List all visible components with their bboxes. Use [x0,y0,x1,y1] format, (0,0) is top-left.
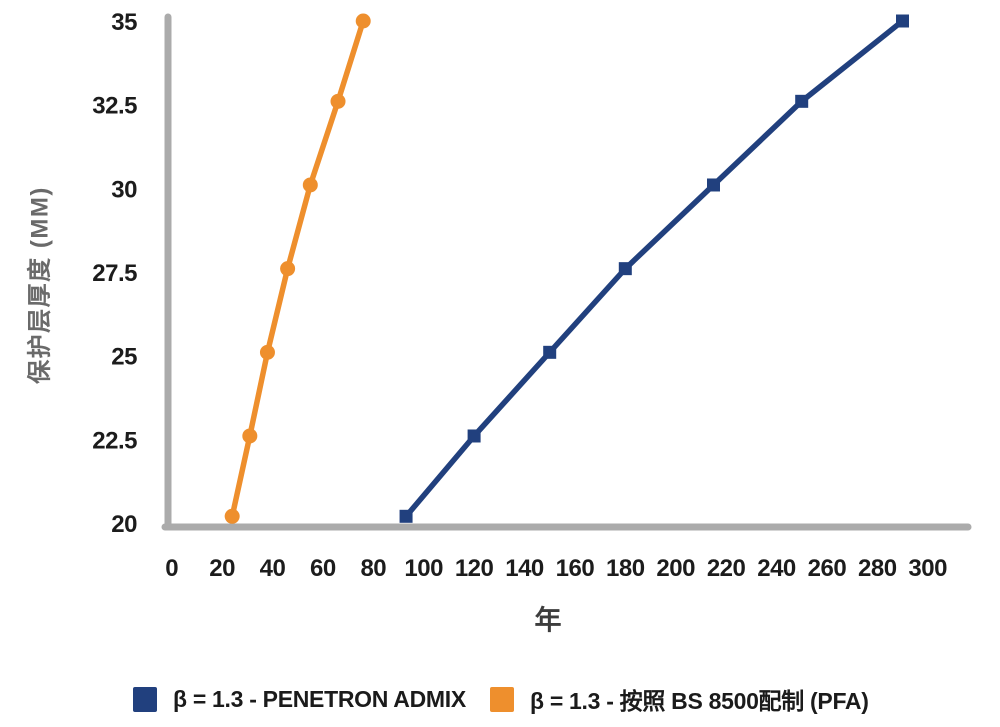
svg-text:60: 60 [310,555,336,582]
svg-text:180: 180 [606,555,645,582]
svg-text:22.5: 22.5 [92,427,137,454]
legend-label-penetron-admix: β = 1.3 - PENETRON ADMIX [173,685,466,712]
svg-text:200: 200 [656,555,695,582]
svg-text:260: 260 [808,555,847,582]
svg-text:40: 40 [260,555,286,582]
x-axis-title: 年 [534,605,562,636]
svg-text:35: 35 [111,9,137,36]
svg-text:0: 0 [165,555,178,582]
legend-swatch-bs8500-pfa [490,686,514,712]
svg-text:80: 80 [360,555,386,582]
legend-item-penetron-admix: β = 1.3 - PENETRON ADMIX [133,686,466,712]
svg-text:27.5: 27.5 [92,260,137,287]
svg-text:280: 280 [858,555,897,582]
legend-swatch-penetron-admix [133,686,157,712]
svg-text:25: 25 [111,344,137,371]
svg-text:140: 140 [505,555,544,582]
svg-text:220: 220 [707,555,746,582]
svg-text:120: 120 [455,555,494,582]
legend-label-bs8500-pfa: β = 1.3 - 按照 BS 8500配制 (PFA) [530,688,869,714]
svg-text:300: 300 [908,555,947,582]
svg-text:20: 20 [209,555,235,582]
svg-text:100: 100 [404,555,443,582]
line-chart: 0 20 40 60 80 100 120 140 160 180 200 220 240 260 280 3… [92,9,972,582]
svg-text:32.5: 32.5 [92,93,137,120]
svg-text:160: 160 [556,555,595,582]
svg-text:240: 240 [757,555,796,582]
legend-item-bs8500-pfa: β = 1.3 - 按照 BS 8500配制 (PFA) [490,686,869,714]
svg-text:20: 20 [111,511,137,538]
y-axis-title: 保护层厚度 (MM) [26,186,54,384]
svg-text:30: 30 [111,176,137,203]
